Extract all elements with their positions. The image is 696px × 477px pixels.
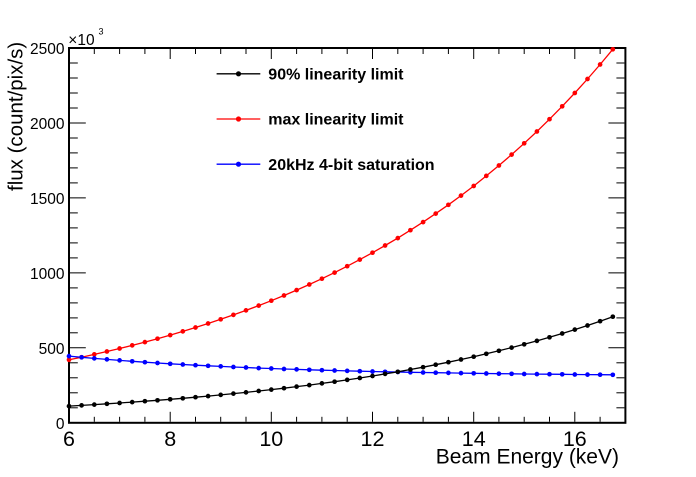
svg-text:2500: 2500 xyxy=(30,41,65,58)
svg-text:20kHz 4-bit saturation: 20kHz 4-bit saturation xyxy=(268,157,434,174)
svg-text:max linearity limit: max linearity limit xyxy=(268,112,404,129)
svg-text:flux (count/pix/s): flux (count/pix/s) xyxy=(5,42,28,191)
svg-text:500: 500 xyxy=(39,341,65,358)
svg-text:12: 12 xyxy=(361,427,385,451)
svg-text:×10: ×10 xyxy=(68,32,95,49)
svg-text:1000: 1000 xyxy=(30,266,65,283)
svg-text:0: 0 xyxy=(56,416,65,433)
svg-text:3: 3 xyxy=(99,27,104,37)
svg-text:Beam Energy (keV): Beam Energy (keV) xyxy=(436,446,619,469)
svg-text:6: 6 xyxy=(63,427,75,451)
svg-text:10: 10 xyxy=(259,427,283,451)
svg-text:1500: 1500 xyxy=(30,191,65,208)
svg-text:16: 16 xyxy=(563,427,587,451)
svg-text:90% linearity limit: 90% linearity limit xyxy=(268,66,404,83)
svg-text:2000: 2000 xyxy=(30,116,65,133)
svg-text:8: 8 xyxy=(164,427,176,451)
svg-text:14: 14 xyxy=(462,427,486,451)
